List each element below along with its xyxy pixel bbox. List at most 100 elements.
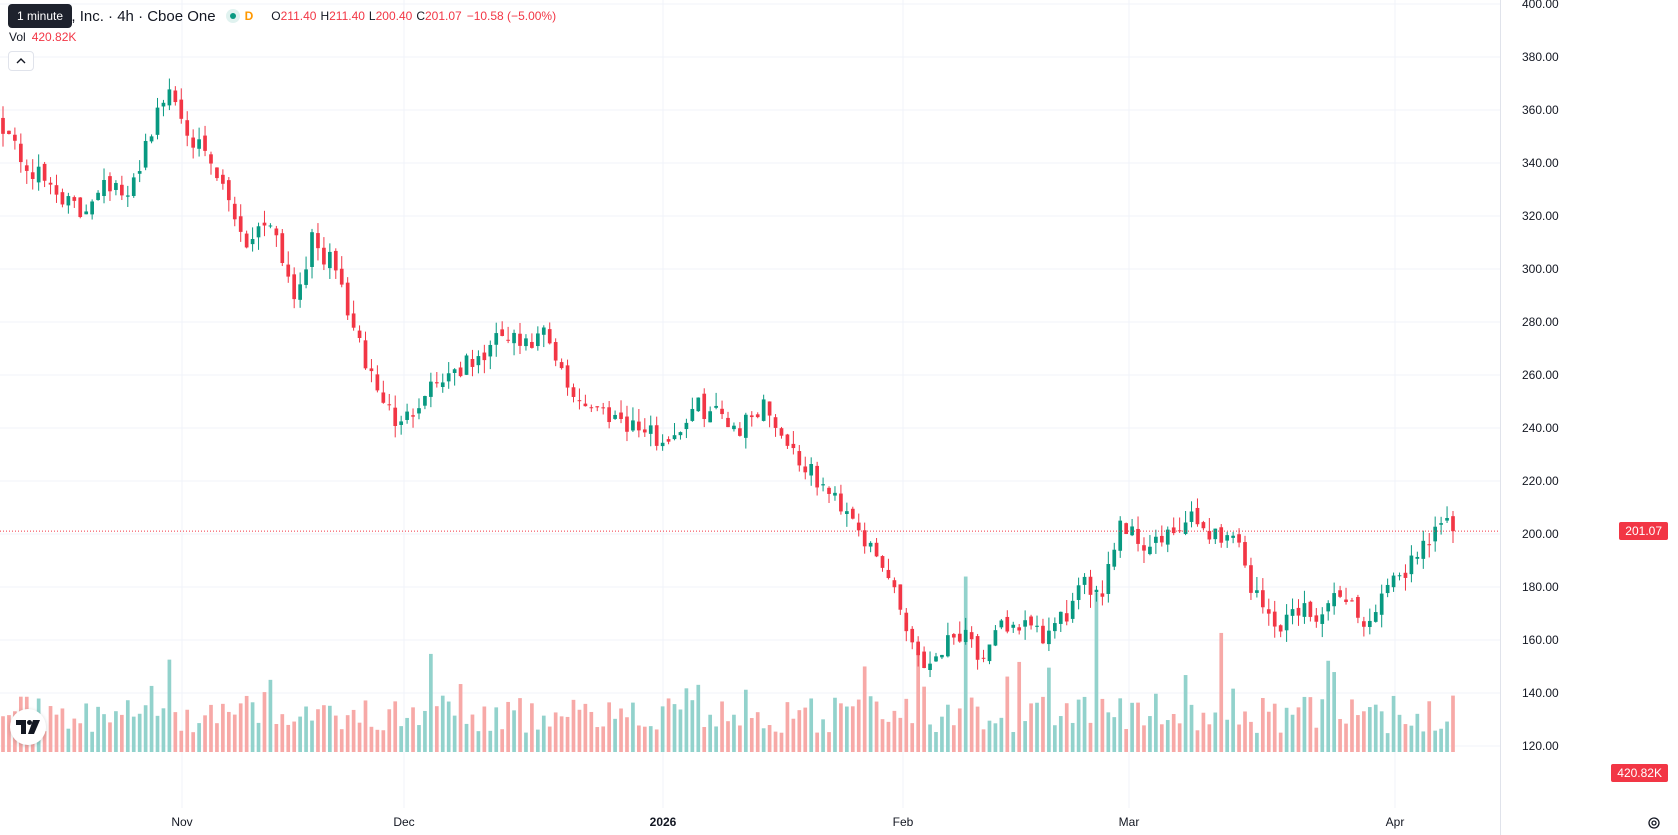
candle-body bbox=[1130, 526, 1134, 536]
candle-body bbox=[1035, 625, 1039, 627]
candle bbox=[785, 433, 790, 450]
candle bbox=[179, 88, 184, 124]
volume-bar bbox=[940, 716, 944, 752]
candle bbox=[209, 151, 213, 175]
candle-body bbox=[637, 421, 641, 431]
candle-body bbox=[316, 233, 320, 249]
candle-body bbox=[1243, 542, 1247, 566]
candle bbox=[1433, 516, 1438, 552]
volume-bar bbox=[530, 703, 534, 752]
volume-key[interactable]: Vol bbox=[9, 30, 26, 44]
volume-bar bbox=[619, 708, 623, 752]
candle bbox=[399, 415, 403, 435]
candle-body bbox=[399, 421, 403, 425]
gear-icon[interactable] bbox=[1646, 815, 1662, 831]
volume-bar bbox=[583, 703, 588, 752]
candle-body bbox=[571, 387, 576, 397]
candle bbox=[1243, 535, 1247, 568]
candle-body bbox=[1296, 607, 1301, 616]
volume-bar bbox=[1183, 675, 1188, 752]
volume-bar bbox=[975, 706, 980, 752]
last-price-label: 201.07 bbox=[1619, 522, 1668, 541]
candle-body bbox=[131, 177, 136, 196]
volume-bar bbox=[690, 700, 695, 752]
y-tick-label: 320.00 bbox=[1522, 209, 1559, 223]
candle bbox=[535, 326, 540, 351]
candle bbox=[1165, 526, 1170, 553]
candle-body bbox=[690, 408, 695, 421]
candle bbox=[660, 434, 665, 451]
candle bbox=[1296, 599, 1301, 626]
volume-bar bbox=[1260, 697, 1265, 752]
candle bbox=[440, 373, 445, 393]
candle-body bbox=[185, 120, 190, 136]
candle bbox=[1047, 617, 1051, 652]
candle bbox=[1148, 535, 1152, 556]
candle bbox=[940, 654, 944, 660]
candle bbox=[862, 522, 867, 554]
volume-bar bbox=[143, 705, 148, 752]
candle-body bbox=[1427, 544, 1432, 546]
candle bbox=[357, 325, 362, 343]
candle bbox=[238, 204, 243, 242]
candle-body bbox=[785, 434, 790, 446]
volume-bar bbox=[1094, 592, 1099, 752]
volume-bar bbox=[821, 719, 825, 752]
open-value: 211.40 bbox=[280, 9, 317, 23]
candle-body bbox=[209, 154, 213, 164]
market-status-icon[interactable] bbox=[225, 9, 240, 23]
volume-bar bbox=[631, 702, 635, 752]
volume-bar bbox=[1201, 712, 1206, 752]
candle-body bbox=[1451, 516, 1455, 532]
candle bbox=[571, 383, 576, 403]
candle-body bbox=[1154, 536, 1158, 543]
candle bbox=[1379, 584, 1384, 628]
volume-bar bbox=[1397, 714, 1402, 752]
candle-body bbox=[1362, 621, 1366, 627]
candle-body bbox=[809, 464, 814, 476]
y-tick-label: 400.00 bbox=[1522, 0, 1559, 11]
tradingview-logo-icon[interactable] bbox=[10, 709, 46, 745]
volume-bar bbox=[48, 706, 53, 752]
candle bbox=[631, 407, 635, 433]
candle bbox=[464, 353, 469, 376]
volume-bar bbox=[1005, 676, 1010, 752]
collapse-legend-button[interactable] bbox=[8, 51, 34, 71]
volume-bar bbox=[369, 726, 374, 752]
candle bbox=[494, 322, 499, 357]
candle bbox=[369, 359, 374, 383]
volume-bar bbox=[256, 722, 261, 752]
candle-body bbox=[601, 407, 606, 409]
y-tick-label: 240.00 bbox=[1522, 421, 1559, 435]
candle-body bbox=[1314, 615, 1319, 622]
candle-body bbox=[714, 405, 718, 408]
candle bbox=[850, 506, 855, 520]
volume-bar bbox=[749, 718, 754, 752]
candle bbox=[690, 397, 695, 422]
interval-tooltip: 1 minute bbox=[8, 4, 73, 28]
candle bbox=[1058, 611, 1063, 633]
volume-bar bbox=[874, 701, 879, 752]
volume-bar bbox=[1272, 703, 1277, 752]
low-value: 200.40 bbox=[375, 9, 413, 23]
volume-bar bbox=[351, 709, 356, 752]
candle-body bbox=[1356, 597, 1360, 618]
candle bbox=[1136, 516, 1140, 552]
x-tick-label: Nov bbox=[171, 815, 192, 829]
volume-bar bbox=[738, 725, 742, 752]
candle-body bbox=[1171, 527, 1176, 534]
candle-body bbox=[1183, 522, 1188, 534]
candle-body bbox=[1076, 585, 1081, 600]
candle-body bbox=[1385, 584, 1390, 594]
volume-bar bbox=[589, 711, 594, 752]
candle-body bbox=[613, 414, 617, 419]
candle-body bbox=[1005, 616, 1010, 632]
volume-bar bbox=[981, 729, 986, 752]
volume-bar bbox=[1391, 695, 1396, 752]
candle bbox=[767, 401, 772, 428]
candle-body bbox=[850, 508, 855, 519]
volume-bar bbox=[7, 715, 11, 752]
volume-bar bbox=[357, 722, 362, 752]
candle bbox=[191, 129, 196, 159]
